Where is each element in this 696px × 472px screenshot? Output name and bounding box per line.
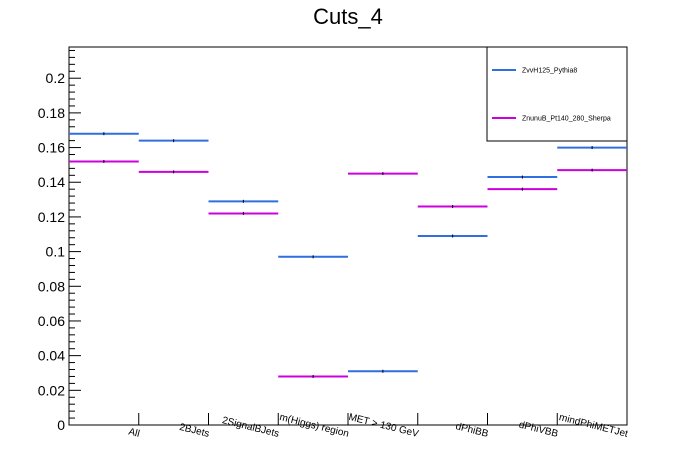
y-tick-label: 0.12: [38, 209, 65, 225]
y-tick-label: 0.08: [38, 278, 65, 294]
legend-box: [486, 46, 628, 142]
legend-label: ZnunuB_Pt140_280_Sherpa: [522, 116, 611, 123]
x-category-label: mindPhiMETJet: [558, 412, 629, 440]
x-category-label: MET > 130 GeV: [347, 412, 420, 440]
x-category-label: dPhiBB: [454, 421, 489, 440]
legend: ZvvH125_Pythia8 ZnunuB_Pt140_280_Sherpa: [486, 46, 628, 142]
y-tick-label: 0.14: [38, 174, 65, 190]
y-axis: 0 0.02 0.04 0.06 0.08 0.1 0.12 0.14 0.16 0.18 0.2: [38, 49, 81, 433]
y-tick-label: 0.16: [38, 140, 65, 156]
chart-title: Cuts_4: [313, 4, 383, 29]
y-tick-label: 0.1: [46, 244, 66, 260]
x-category-label: m(Higgs) region: [278, 412, 350, 440]
x-category-label: dPhiVBB: [518, 420, 560, 440]
y-tick-label: 0.2: [46, 70, 66, 86]
x-category-label: All: [127, 427, 140, 440]
x-category-label: 2SignalBJets: [221, 415, 280, 440]
legend-label: ZvvH125_Pythia8: [522, 68, 577, 75]
y-tick-label: 0.06: [38, 313, 65, 329]
y-tick-label: 0: [57, 417, 65, 433]
y-tick-label: 0.02: [38, 382, 65, 398]
series-layer: [69, 132, 627, 378]
y-tick-label: 0.18: [38, 105, 65, 121]
y-tick-label: 0.04: [38, 348, 65, 364]
